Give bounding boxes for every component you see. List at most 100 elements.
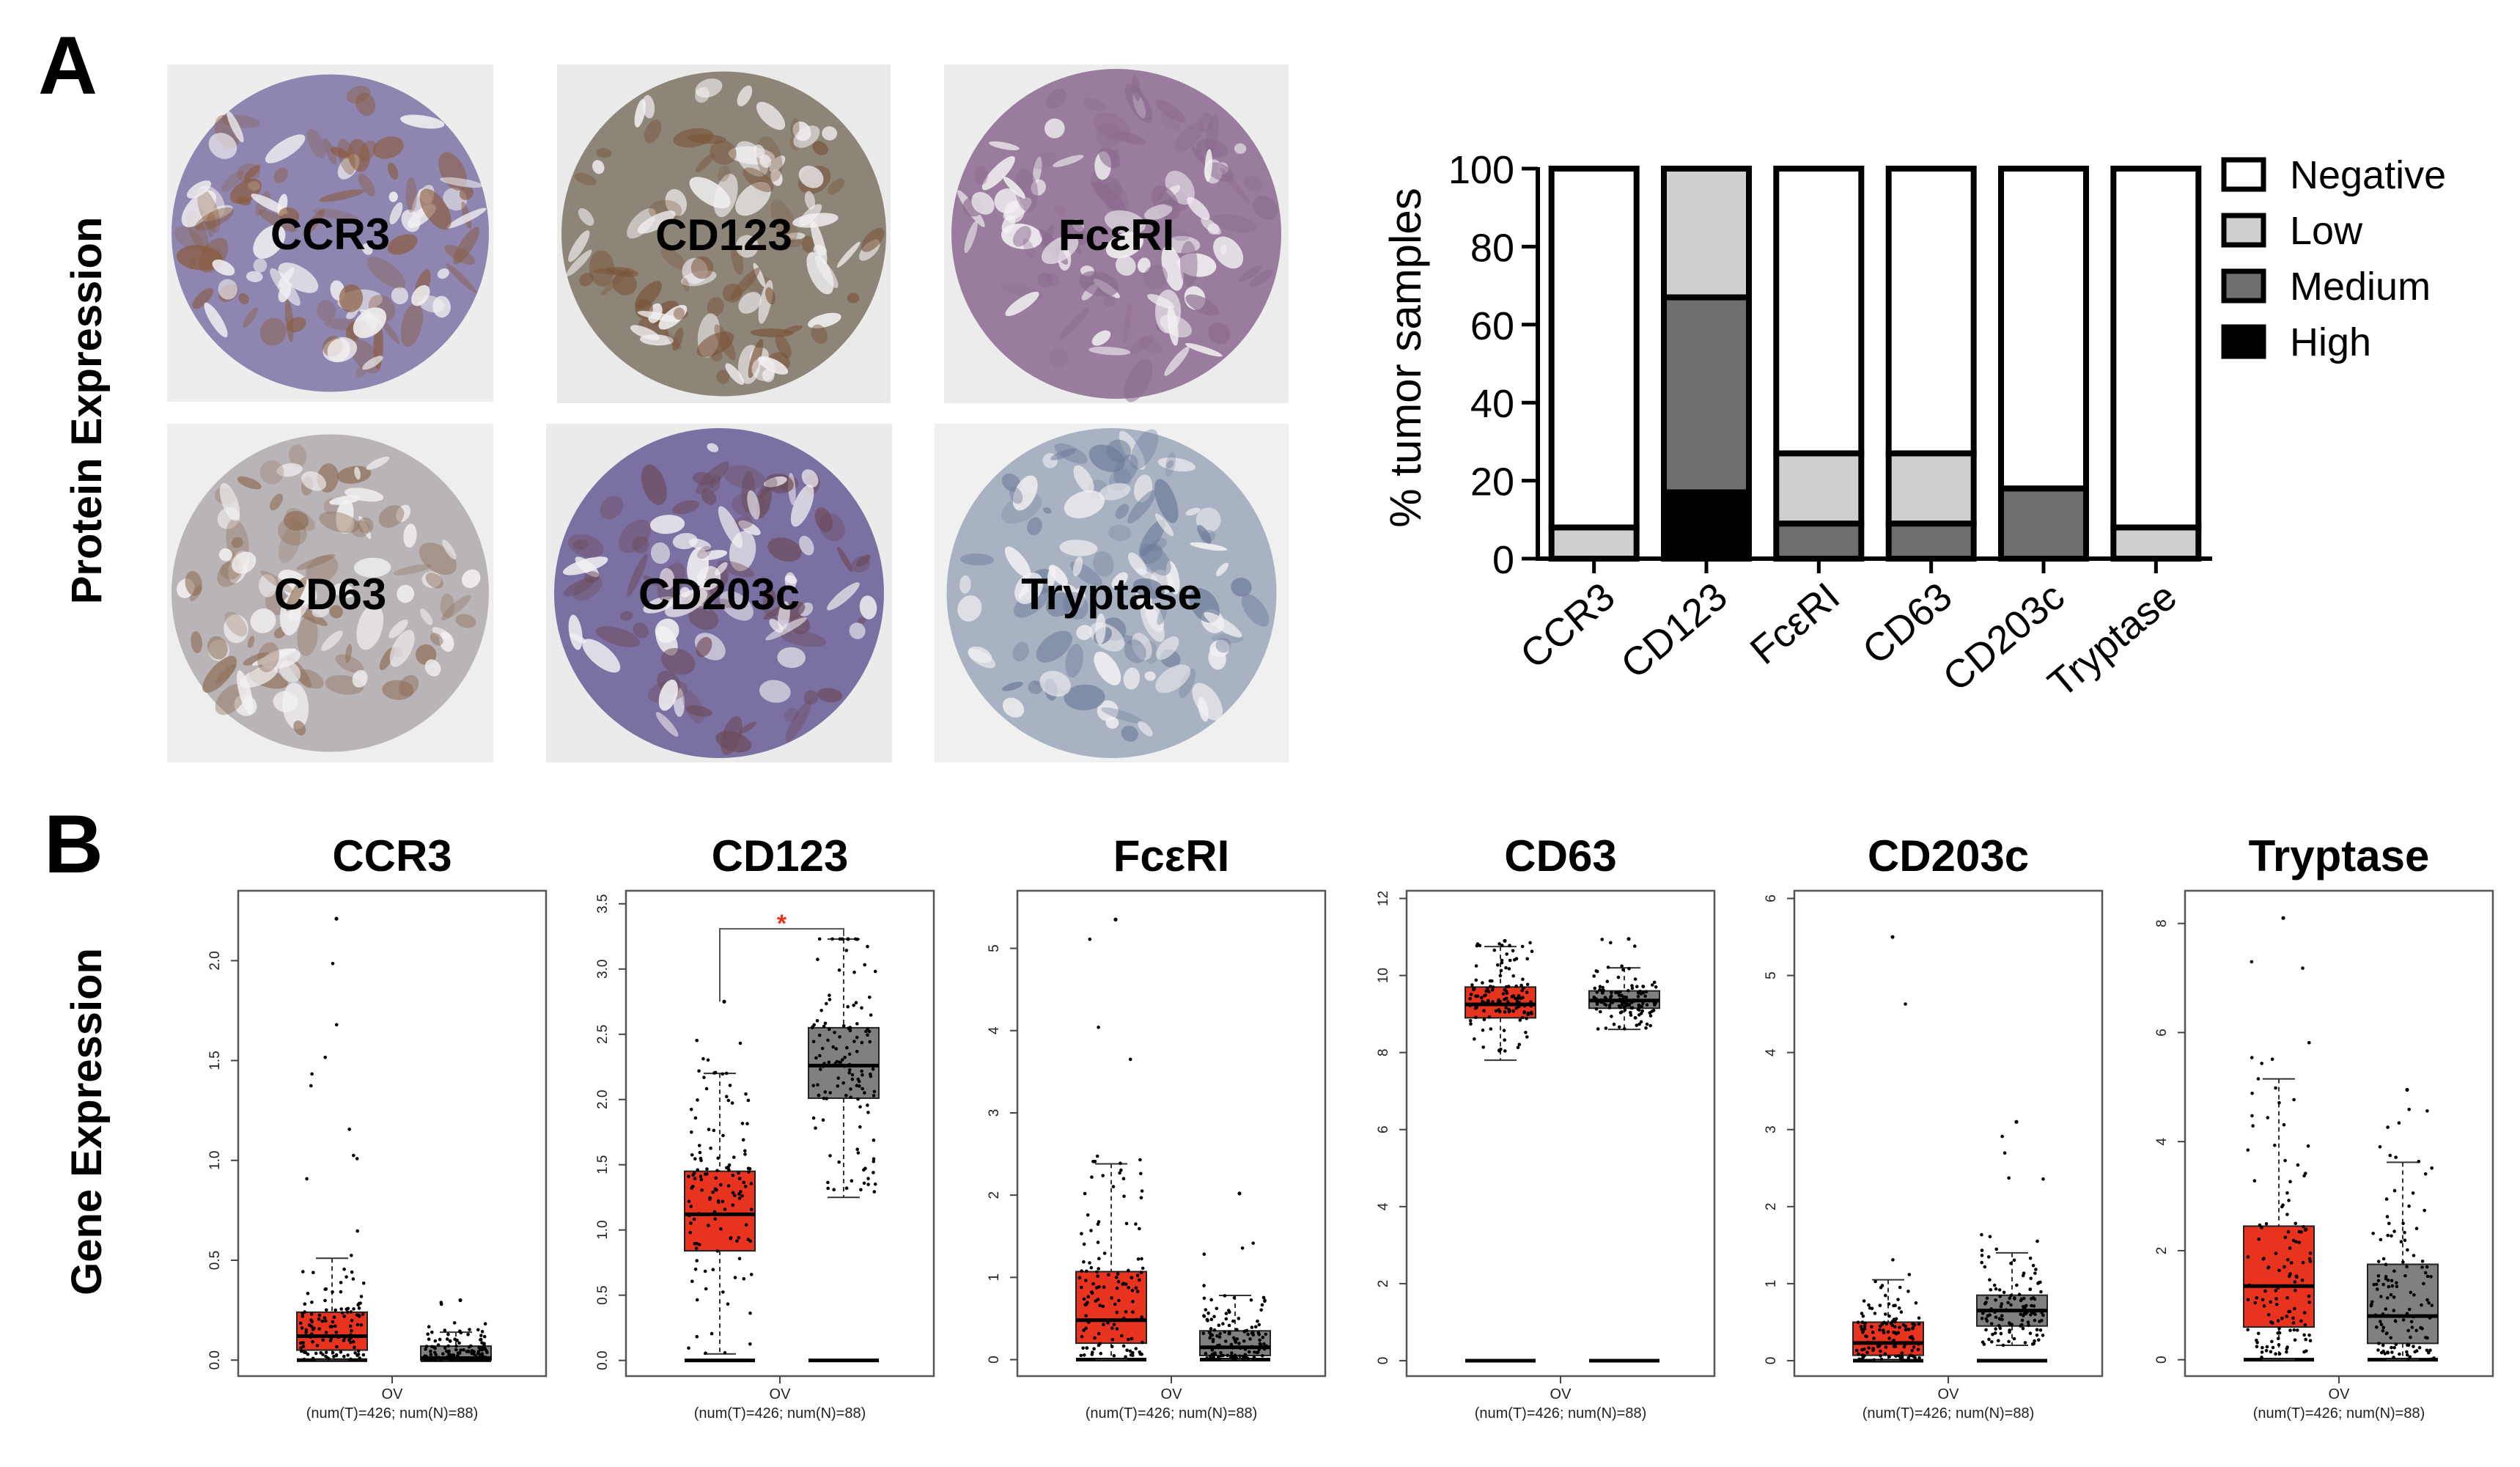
- tissue-texture: [1014, 573, 1044, 604]
- data-point: [1644, 990, 1648, 993]
- tissue-texture: [572, 576, 603, 601]
- data-point: [1879, 1357, 1884, 1361]
- data-point: [747, 1170, 751, 1174]
- tissue-texture: [319, 511, 360, 533]
- data-point: [702, 1076, 706, 1079]
- data-point: [1648, 1014, 1653, 1018]
- data-point: [2032, 1311, 2035, 1315]
- data-point: [355, 1157, 359, 1161]
- data-point-max: [1503, 938, 1507, 943]
- data-point-max: [1626, 937, 1631, 941]
- iqr-box: [2367, 1263, 2439, 1345]
- data-point: [1993, 1331, 1997, 1335]
- x-category-label: OV: [382, 1386, 404, 1402]
- data-point: [1217, 1335, 1222, 1339]
- tissue-texture: [1037, 272, 1053, 288]
- tissue-texture: [279, 595, 301, 636]
- data-point: [1620, 964, 1624, 968]
- tissue-texture: [1198, 696, 1209, 722]
- data-point: [2033, 1318, 2037, 1323]
- data-point: [2371, 1232, 2375, 1235]
- data-point: [1645, 1003, 1649, 1007]
- data-point: [858, 1105, 862, 1109]
- data-point-max: [1237, 1191, 1242, 1196]
- data-point: [2291, 1316, 2295, 1320]
- data-point: [350, 1254, 353, 1257]
- tissue-texture: [770, 169, 783, 186]
- tissue-texture: [673, 307, 685, 320]
- data-point: [735, 1239, 739, 1243]
- data-point: [1498, 1000, 1502, 1004]
- data-point: [687, 1199, 691, 1204]
- data-point: [1139, 1196, 1143, 1199]
- data-point: [1135, 1317, 1139, 1322]
- bar-segment-negative: [2110, 166, 2202, 531]
- tissue-texture: [1088, 444, 1125, 472]
- data-point: [2258, 1223, 2262, 1227]
- data-point: [1257, 1323, 1261, 1327]
- data-point: [1872, 1358, 1876, 1362]
- tissue-texture: [297, 616, 318, 656]
- tissue-texture: [301, 471, 327, 491]
- data-point: [2307, 1333, 2311, 1337]
- data-point: [355, 1334, 360, 1339]
- data-point: [820, 1046, 825, 1051]
- data-point: [1235, 1337, 1239, 1341]
- tissue-texture: [1190, 542, 1228, 551]
- data-point: [2376, 1279, 2381, 1283]
- data-point: [2008, 1328, 2011, 1332]
- data-point: [1511, 949, 1515, 953]
- tissue-texture: [336, 466, 372, 484]
- tile-label: CD63: [274, 570, 386, 619]
- data-point: [2390, 1279, 2394, 1283]
- data-point: [2413, 1350, 2417, 1354]
- data-point: [334, 1353, 339, 1358]
- data-point: [737, 1192, 741, 1196]
- tissue-texture: [718, 506, 743, 548]
- data-point: [1102, 1285, 1106, 1289]
- data-point: [855, 1084, 859, 1087]
- data-point: [1474, 978, 1478, 982]
- data-point: [2386, 1233, 2390, 1238]
- data-point: [2261, 1345, 2264, 1350]
- data-point: [749, 1207, 754, 1212]
- data-point: [1248, 1337, 1252, 1341]
- data-point: [426, 1332, 430, 1336]
- tissue-texture: [1092, 551, 1114, 577]
- tissue-texture: [959, 553, 995, 566]
- data-point: [444, 1349, 449, 1353]
- data-point: [462, 1348, 465, 1352]
- data-point: [479, 1334, 483, 1337]
- data-point: [1083, 1191, 1087, 1196]
- data-point: [834, 1047, 839, 1051]
- tissue-texture: [388, 619, 408, 639]
- data-point: [2286, 1258, 2290, 1262]
- y-tick-label: 0: [2154, 1356, 2170, 1364]
- tissue-texture: [419, 188, 452, 230]
- tissue-texture: [243, 652, 270, 666]
- tissue-texture: [665, 588, 708, 617]
- data-point: [2397, 1121, 2401, 1125]
- data-point: [2304, 1337, 2307, 1342]
- tissue-texture: [1156, 636, 1179, 660]
- data-point: [1912, 1345, 1916, 1349]
- data-point: [1525, 1016, 1528, 1021]
- data-point: [439, 1302, 443, 1306]
- data-point: [1893, 1304, 1897, 1307]
- data-point: [433, 1358, 438, 1362]
- tissue-texture: [784, 572, 797, 590]
- data-point: [854, 937, 858, 941]
- data-point: [1997, 1339, 2000, 1342]
- data-point: [2035, 1239, 2039, 1243]
- data-point: [1862, 1299, 1866, 1303]
- data-point: [2300, 1279, 2305, 1282]
- tissue-texture: [284, 298, 294, 342]
- data-point: [841, 937, 844, 941]
- x-tick-label: Tryptase: [2040, 574, 2185, 706]
- data-point: [306, 1352, 310, 1356]
- data-point: [2037, 1281, 2041, 1284]
